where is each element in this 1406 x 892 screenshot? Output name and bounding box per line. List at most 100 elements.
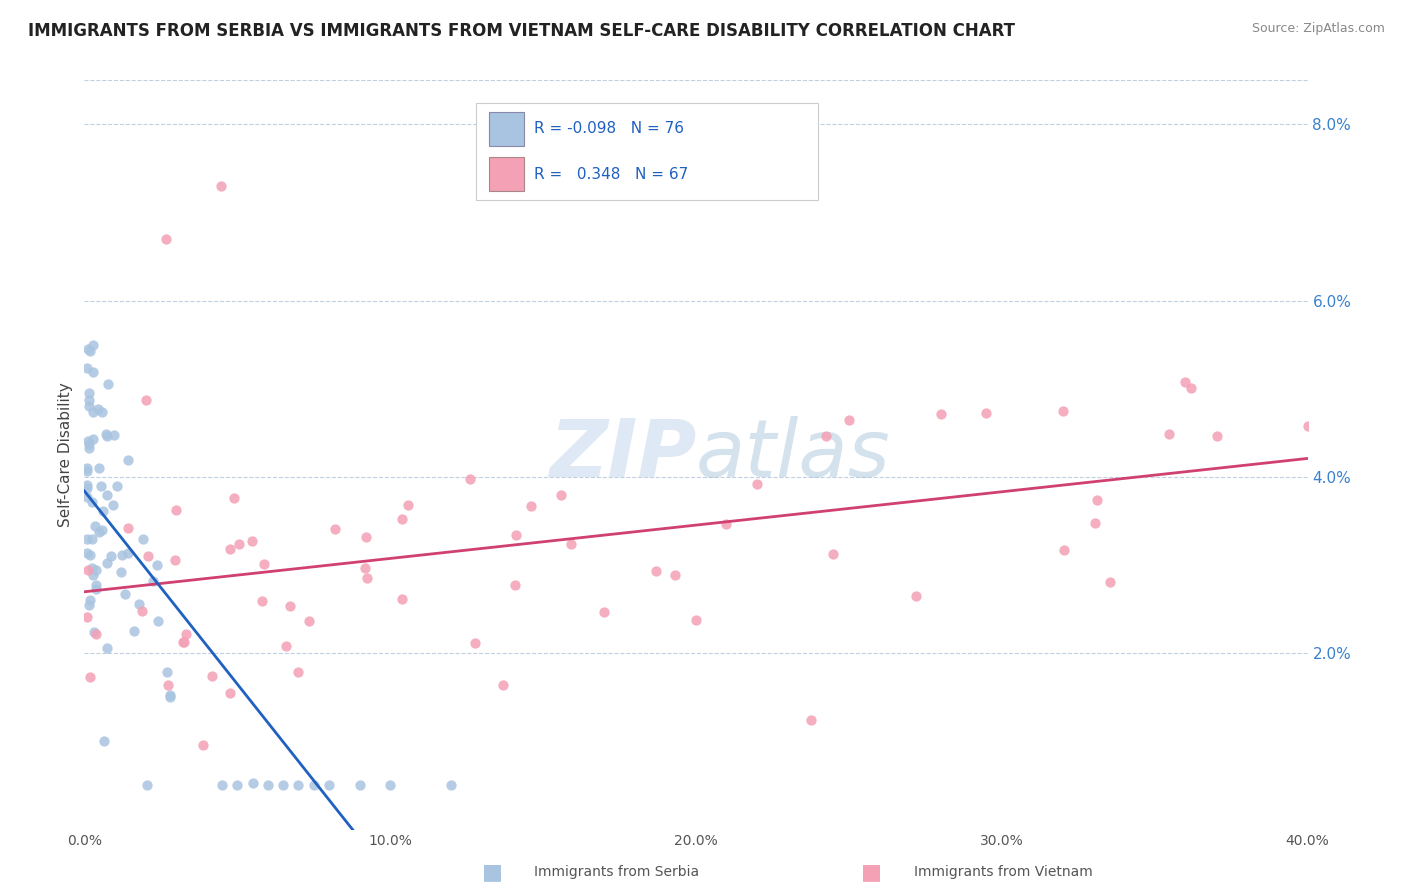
Point: [391, 512, 413, 526]
Point: [1052, 404, 1074, 418]
Point: [1157, 426, 1180, 441]
Point: [218, 542, 240, 557]
Point: [505, 528, 527, 542]
Point: [173, 635, 195, 649]
Point: [323, 522, 346, 536]
Point: [276, 640, 298, 654]
Point: [165, 502, 187, 516]
Point: [77, 393, 100, 408]
Point: [103, 428, 125, 442]
Point: [79, 441, 101, 455]
Point: [82, 337, 104, 351]
Point: [83, 625, 105, 640]
Point: [91, 523, 114, 537]
Point: [271, 779, 294, 793]
Text: atlas: atlas: [696, 416, 891, 494]
Point: [1052, 543, 1074, 558]
Point: [1174, 375, 1197, 389]
Point: [111, 548, 134, 562]
Point: [82, 365, 104, 379]
Point: [76, 481, 98, 495]
Point: [440, 779, 463, 793]
Point: [91, 404, 114, 418]
Text: IMMIGRANTS FROM SERBIA VS IMMIGRANTS FROM VIETNAM SELF-CARE DISABILITY CORRELATI: IMMIGRANTS FROM SERBIA VS IMMIGRANTS FRO…: [28, 22, 1015, 40]
Point: [253, 558, 276, 572]
Point: [105, 479, 128, 493]
Text: Immigrants from Serbia: Immigrants from Serbia: [534, 865, 699, 880]
Point: [226, 779, 249, 793]
Point: [664, 568, 686, 582]
Point: [80, 495, 103, 509]
Point: [77, 598, 100, 612]
Point: [156, 665, 179, 679]
Point: [550, 488, 572, 502]
Point: [838, 412, 860, 426]
Point: [974, 407, 997, 421]
Point: [77, 563, 100, 577]
Point: [84, 563, 107, 577]
Point: [396, 499, 419, 513]
Point: [84, 518, 107, 533]
Point: [90, 479, 112, 493]
Point: [77, 434, 100, 449]
Point: [87, 401, 110, 416]
Point: [146, 558, 169, 572]
Point: [100, 549, 122, 564]
Point: [79, 437, 101, 451]
Point: [96, 556, 118, 570]
Point: [79, 593, 101, 607]
Point: [458, 473, 481, 487]
Point: [222, 491, 245, 505]
Point: [96, 426, 118, 441]
Point: [77, 386, 100, 401]
Point: [1296, 419, 1319, 434]
Point: [218, 685, 240, 699]
Point: [79, 549, 101, 563]
Point: [101, 498, 124, 512]
Point: [745, 477, 768, 491]
Point: [354, 530, 377, 544]
Point: [1180, 381, 1202, 395]
Point: [76, 546, 98, 560]
Point: [86, 578, 108, 592]
Point: [211, 779, 233, 793]
Point: [356, 571, 378, 585]
Point: [191, 738, 214, 752]
Point: [1099, 575, 1122, 590]
Point: [76, 610, 98, 624]
Point: [76, 478, 98, 492]
Point: [492, 678, 515, 692]
Point: [1085, 493, 1108, 508]
Point: [122, 624, 145, 639]
Point: [96, 377, 118, 392]
Point: [242, 776, 264, 790]
Point: [155, 232, 177, 246]
Point: [142, 574, 165, 588]
Point: [76, 360, 98, 375]
Point: [128, 598, 150, 612]
Point: [76, 342, 98, 356]
Point: [287, 779, 309, 793]
Point: [135, 778, 157, 792]
Point: [815, 429, 838, 443]
Point: [391, 592, 413, 607]
Point: [131, 604, 153, 618]
Point: [86, 627, 108, 641]
Point: [77, 399, 100, 413]
Point: [76, 461, 98, 475]
Point: [685, 613, 707, 627]
Point: [132, 532, 155, 546]
Text: Immigrants from Vietnam: Immigrants from Vietnam: [914, 865, 1092, 880]
Point: [93, 734, 115, 748]
Point: [464, 636, 486, 650]
Point: [503, 578, 526, 592]
Point: [117, 546, 139, 560]
Point: [298, 614, 321, 628]
Point: [278, 599, 301, 614]
Point: [117, 452, 139, 467]
Point: [114, 586, 136, 600]
Text: ■: ■: [482, 863, 502, 882]
Point: [84, 582, 107, 596]
Point: [159, 690, 181, 704]
Point: [257, 779, 280, 793]
